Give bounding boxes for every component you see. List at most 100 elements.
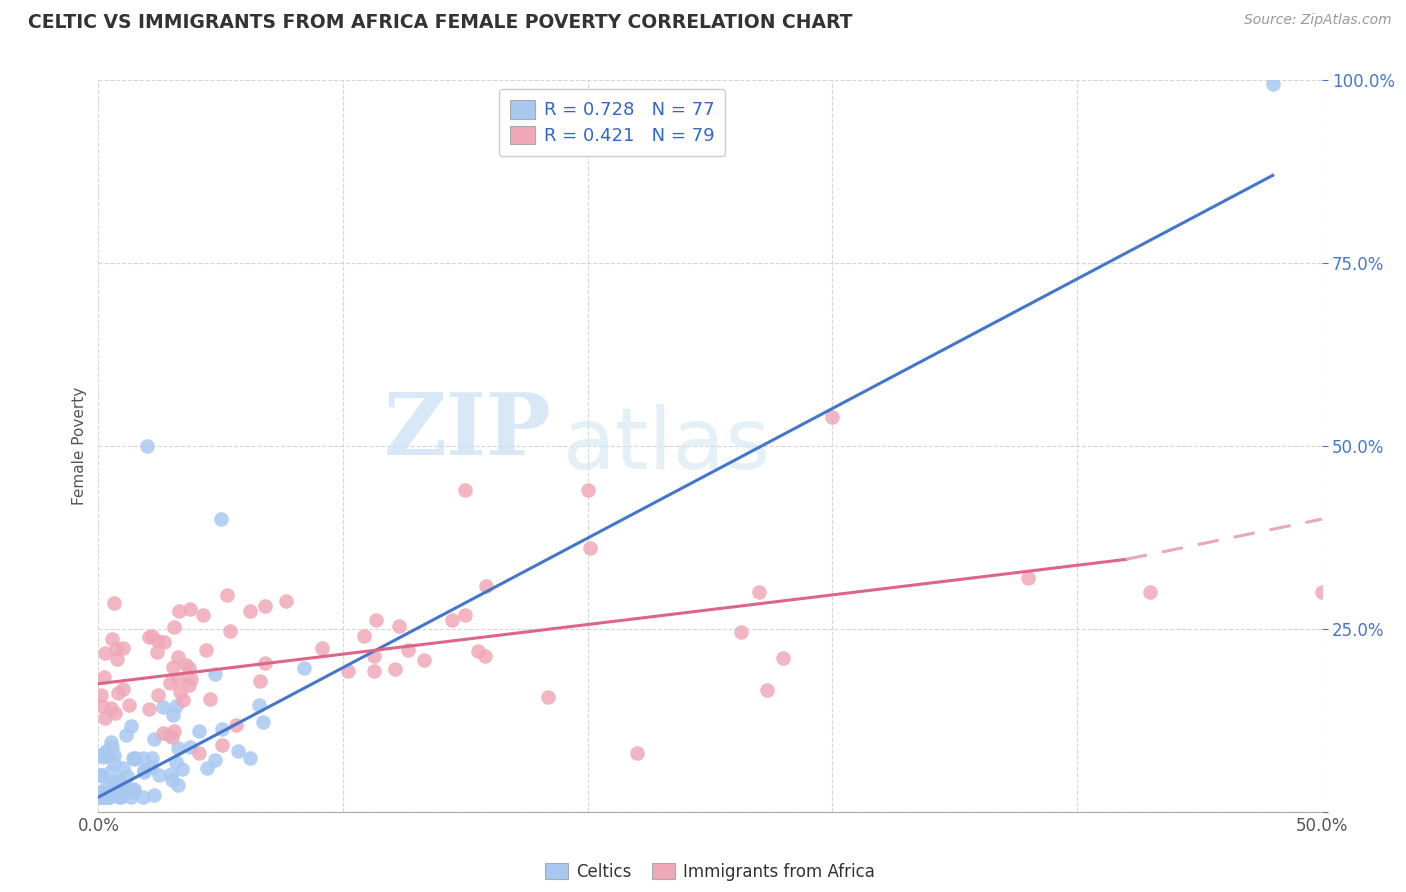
Point [115, 769, 138, 783]
Point [90, 785, 112, 799]
Point [108, 790, 131, 805]
Point [162, 707, 184, 722]
Point [91, 790, 114, 805]
Point [115, 728, 138, 742]
Point [97, 790, 120, 805]
Point [91, 699, 114, 714]
Point [103, 774, 125, 789]
Point [145, 645, 167, 659]
Point [121, 751, 143, 765]
Point [226, 744, 249, 758]
Point [198, 692, 221, 706]
Point [174, 658, 197, 673]
Point [166, 778, 188, 792]
Point [188, 723, 211, 738]
Point [107, 686, 129, 700]
Point [204, 753, 226, 767]
Point [748, 585, 770, 599]
Point [454, 483, 477, 497]
Point [124, 751, 146, 765]
Point [122, 782, 145, 797]
Point [159, 676, 181, 690]
Point [98, 790, 121, 805]
Point [117, 782, 139, 797]
Point [163, 723, 186, 738]
Point [159, 728, 181, 742]
Point [138, 702, 160, 716]
Point [90, 790, 112, 805]
Point [103, 706, 125, 721]
Y-axis label: Female Poverty: Female Poverty [72, 387, 87, 505]
Point [167, 650, 190, 665]
Point [165, 755, 187, 769]
Point [254, 599, 277, 613]
Point [413, 653, 436, 667]
Point [91, 790, 114, 805]
Point [141, 751, 163, 765]
Point [1310, 585, 1333, 599]
Point [132, 763, 155, 777]
Point [142, 789, 165, 803]
Point [311, 640, 333, 655]
Point [252, 714, 274, 729]
Point [441, 613, 464, 627]
Point [105, 651, 128, 665]
Point [195, 761, 218, 775]
Point [112, 761, 135, 775]
Point [194, 642, 217, 657]
Point [90, 688, 112, 702]
Point [108, 772, 131, 787]
Point [122, 785, 145, 799]
Point [730, 625, 752, 640]
Point [91, 750, 114, 764]
Point [90, 747, 112, 762]
Point [166, 672, 188, 686]
Point [160, 767, 183, 781]
Point [90, 790, 112, 805]
Point [337, 664, 360, 678]
Point [772, 651, 794, 665]
Point [132, 765, 155, 780]
Point [138, 630, 160, 644]
Point [821, 409, 844, 424]
Point [474, 578, 496, 592]
Point [111, 640, 134, 655]
Point [467, 644, 489, 658]
Point [93, 646, 115, 660]
Point [180, 672, 202, 686]
Point [91, 747, 114, 761]
Point [111, 681, 134, 696]
Text: Source: ZipAtlas.com: Source: ZipAtlas.com [1244, 13, 1392, 28]
Point [100, 735, 122, 749]
Point [94, 744, 117, 758]
Point [474, 648, 496, 663]
Point [101, 632, 124, 646]
Point [93, 670, 115, 684]
Point [132, 790, 155, 805]
Point [152, 726, 174, 740]
Point [179, 602, 201, 616]
Point [191, 608, 214, 623]
Point [101, 739, 124, 754]
Point [111, 780, 134, 795]
Point [100, 701, 122, 715]
Point [177, 661, 200, 675]
Text: atlas: atlas [564, 404, 772, 488]
Point [388, 619, 411, 633]
Text: CELTIC VS IMMIGRANTS FROM AFRICA FEMALE POVERTY CORRELATION CHART: CELTIC VS IMMIGRANTS FROM AFRICA FEMALE … [28, 13, 852, 32]
Point [98, 765, 121, 780]
Point [110, 790, 132, 805]
Point [363, 648, 385, 663]
Point [153, 635, 176, 649]
Point [239, 750, 262, 764]
Point [211, 738, 233, 752]
Point [139, 760, 162, 774]
Point [162, 773, 184, 788]
Point [132, 750, 155, 764]
Point [163, 620, 186, 634]
Point [103, 748, 125, 763]
Point [111, 789, 134, 803]
Point [94, 790, 117, 805]
Point [90, 768, 112, 782]
Point [247, 698, 270, 712]
